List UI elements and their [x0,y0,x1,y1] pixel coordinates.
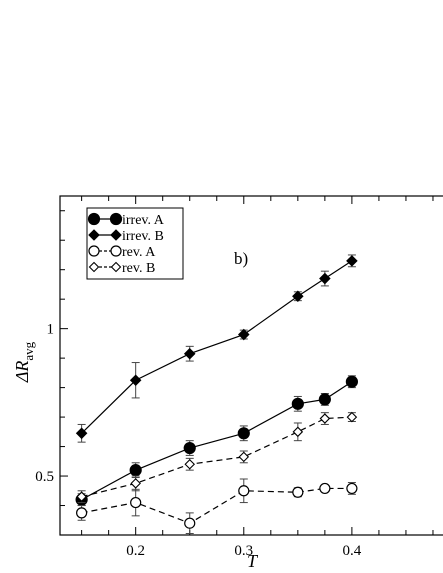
series-irrev-b [75,254,358,443]
data-point [129,464,142,477]
data-point [76,507,88,519]
series-line [81,381,353,501]
data-point [292,486,304,498]
data-point [130,496,142,509]
y-axis-title-subscript: avg [21,341,36,360]
series-rev-a [76,478,358,535]
data-point [346,482,358,495]
series-layer [75,254,358,535]
data-point [130,478,141,489]
legend-marker-left [88,229,100,241]
legend-entry: irrev. A [87,212,165,228]
panel-label: b) [234,249,248,268]
legend-marker-left [88,261,100,273]
data-point [183,347,196,360]
data-point [76,491,87,502]
legend-label: irrev. A [122,213,165,228]
legend-box [86,207,184,280]
data-point [292,426,304,438]
data-point [75,427,88,440]
x-tick-label: 0.3 [234,543,253,559]
data-point [319,413,331,424]
data-point [346,411,358,423]
data-point [345,375,358,388]
series-line [81,416,352,498]
legend-entry: rev. B [88,261,155,276]
y-axis-title: ΔRavg [12,341,36,383]
legend-marker-left [88,245,100,257]
legend-entry: irrev. B [88,229,164,244]
x-tick-label: 0.2 [126,543,145,559]
series-line [81,260,353,434]
data-point [184,517,196,529]
series-rev-b [76,411,358,504]
y-tick-label: 0.5 [35,469,54,485]
legend-marker-right [109,212,123,226]
plot-frame [59,195,443,536]
y-axis-title-main: ΔR [12,361,32,384]
legend-marker-right [110,245,122,257]
series-line [81,487,352,524]
data-point [184,458,196,470]
data-point [346,255,358,267]
series-irrev-a [75,375,358,507]
tick-labels: 0.2 0.3 0.4 0.5 1 [35,322,362,559]
x-tick-label: 0.4 [343,543,362,559]
data-point [238,485,250,497]
data-point [183,441,196,455]
x-axis-title: T [247,551,259,571]
data-point [319,482,331,495]
data-point [238,328,250,341]
legend-label: rev. B [122,261,155,276]
y-tick-label: 1 [47,322,55,338]
legend-label: rev. A [122,245,156,260]
data-point [238,451,250,463]
data-point [291,397,304,410]
legend-entry: rev. A [88,245,156,260]
data-point [319,272,331,285]
data-point [318,393,331,406]
data-point [237,427,250,440]
legend-label: irrev. B [122,229,164,244]
data-point [129,374,142,387]
legend-marker-right [110,261,122,273]
data-point [292,290,304,303]
legend-marker-left [87,212,101,226]
axis-ticks [60,196,434,536]
legend-marker-right [110,229,122,241]
